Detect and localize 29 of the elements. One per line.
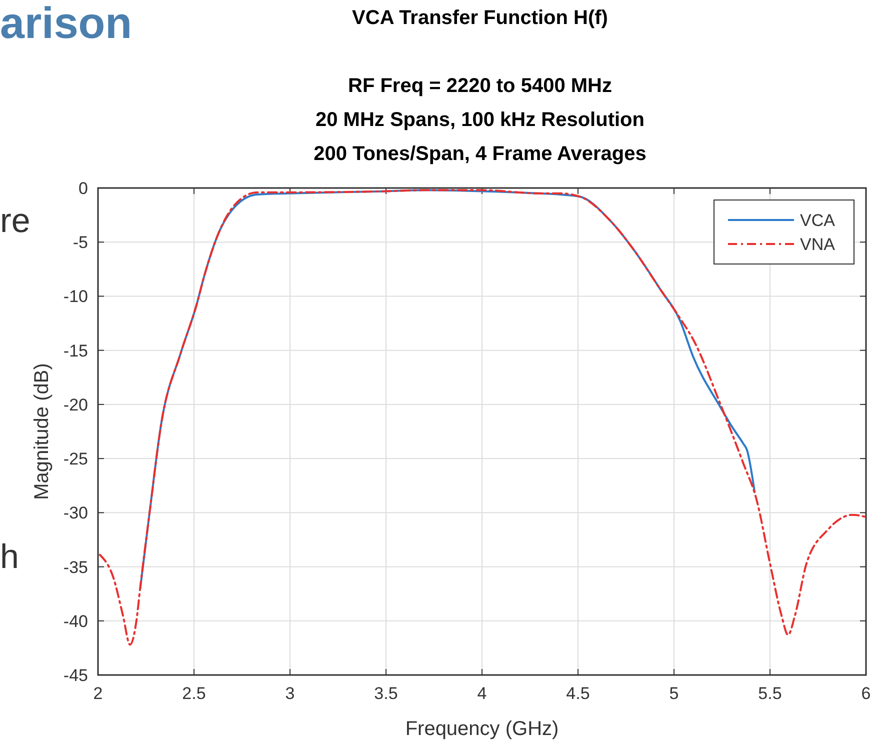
y-tick-label: -45	[63, 666, 88, 685]
y-axis-title: Magnitude (dB)	[31, 363, 53, 500]
y-tick-label: -30	[63, 504, 88, 523]
x-tick-label: 3	[285, 684, 295, 703]
y-tick-label: 0	[78, 179, 88, 198]
legend-label: VCA	[800, 211, 836, 230]
x-tick-label: 2	[93, 684, 103, 703]
x-tick-label: 5.5	[758, 684, 782, 703]
y-tick-label: -40	[63, 612, 88, 631]
y-tick-label: -10	[63, 287, 88, 306]
x-tick-label: 4.5	[566, 684, 590, 703]
y-tick-label: -35	[63, 558, 88, 577]
line-series	[98, 189, 867, 646]
y-tick-label: -25	[63, 450, 88, 469]
text: re	[0, 202, 30, 240]
x-tick-label: 6	[861, 684, 871, 703]
y-tick-label: -20	[63, 395, 88, 414]
text: h	[0, 538, 19, 576]
x-tick-label: 5	[669, 684, 679, 703]
x-tick-label: 4	[477, 684, 487, 703]
text: arison	[0, 0, 132, 48]
x-tick-label: 3.5	[374, 684, 398, 703]
x-tick-label: 2.5	[182, 684, 206, 703]
chart-subtitle: RF Freq = 2220 to 5400 MHz 20 MHz Spans, 100 kHz Resolution 200 Tones/Span, 4 Frame Averages	[314, 75, 646, 165]
x-axis-title: Frequency (GHz)	[405, 718, 559, 740]
chart-title: VCA Transfer Function H(f)	[352, 7, 608, 29]
y-tick-label: -15	[63, 341, 88, 360]
legend-label: VNA	[800, 235, 836, 254]
y-tick-label: -5	[72, 233, 88, 252]
